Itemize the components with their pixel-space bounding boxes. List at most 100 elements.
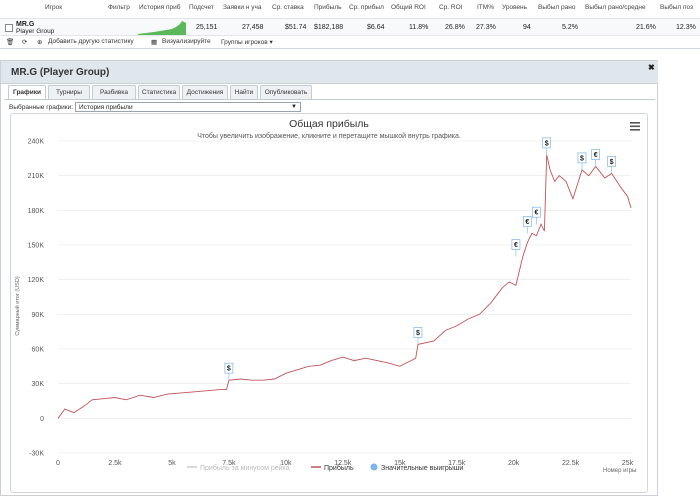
x-tick-label: 15k [394,460,406,467]
big-win-marker: $ [542,137,552,155]
player-name-link[interactable]: MR.G [16,21,35,28]
delete-icon[interactable]: 🗑 [6,39,15,46]
big-win-label: $ [580,155,584,162]
plus-icon[interactable]: ⊕ [37,39,43,46]
chart-container[interactable]: Общая прибыль Чтобы увеличить изображени… [10,113,648,493]
header-history[interactable]: История приб [139,4,181,11]
big-win-flag [577,152,587,164]
chart-selector[interactable]: История прибыли ▼ [75,102,301,112]
y-tick-label: 240K [28,139,45,146]
x-axis-label: Номер игры [603,468,636,474]
big-win-flag [413,327,423,338]
big-win-label: € [594,152,598,159]
chart-title: Общая прибыль [289,118,369,130]
y-tick-label: 30K [32,381,45,388]
big-win-label: $ [610,159,614,166]
header-avg-roi[interactable]: Ср. ROI [439,4,463,11]
x-tick-label: 7.5k [222,460,236,467]
header-late[interactable]: Выбыл поз [660,4,694,11]
header-total-roi[interactable]: Общий ROI [391,4,426,11]
chevron-down-icon: ▼ [291,104,297,110]
legend-item-rake[interactable]: Прибыль за минусом рейка [200,464,290,472]
chart-legend: Прибыль за минусом рейка Прибыль Значите… [187,463,463,472]
profit-chart[interactable]: Общая прибыль Чтобы увеличить изображени… [11,114,647,492]
cell-avg-profit: $6.64 [367,24,385,31]
player-groups-menu[interactable]: Группы игроков ▾ [221,39,273,46]
player-group: Player Group [16,28,55,35]
header-itm[interactable]: ITM% [477,4,494,11]
dialog-titlebar[interactable]: MR.G (Player Group) [1,61,658,84]
visualize-button[interactable]: Визуализируйте [162,38,211,45]
big-win-marker: € [522,216,532,234]
big-win-marker: € [532,206,541,225]
dialog-title: MR.G (Player Group) [11,67,110,78]
big-win-flag [591,149,601,160]
x-tick-label: 5k [168,460,176,467]
y-tick-label: 90K [32,312,45,319]
big-win-marker: $ [413,327,423,345]
chart-icon[interactable]: ▦ [151,39,158,46]
tab-breakdown[interactable]: Разбивка [92,85,136,99]
legend-item-big-wins[interactable]: Значительные выигрыши [381,465,463,472]
big-win-marker: € [591,149,601,167]
x-tick-label: 0 [56,460,60,467]
header-entries[interactable]: Заявки н уча [223,4,262,11]
x-tick-label: 25k [622,460,634,467]
header-level[interactable]: Уровень [502,4,528,11]
add-stat-button[interactable]: Добавить другую статистику [48,38,134,45]
cell-late: 12.3% [676,24,696,31]
player-dialog: MR.G (Player Group) ✖ Графики Турниры Ра… [0,60,658,496]
grid [58,140,631,454]
header-profit[interactable]: Прибыль [314,4,342,11]
big-win-marker: $ [577,152,587,170]
header-avg-stake[interactable]: Ср. ставка [272,4,304,11]
big-win-label: $ [545,140,549,147]
cell-entries: 27,458 [242,24,264,31]
tab-achievements[interactable]: Достижения [182,85,228,99]
tab-charts[interactable]: Графики [8,85,46,99]
big-win-label: € [514,242,518,249]
profit-sparkline[interactable] [138,20,186,35]
tab-tournaments[interactable]: Турниры [48,85,90,99]
big-win-label: € [534,210,538,217]
close-icon[interactable]: ✖ [648,63,655,72]
header-avg-profit[interactable]: Ср. прибыл [349,4,384,11]
y-tick-label: 180K [28,208,45,215]
row-checkbox[interactable] [5,24,13,32]
header-filter[interactable]: Фильтр [108,4,130,11]
y-tick-label: -30K [29,451,44,458]
stats-table: Игрок Фильтр История приб Подсчет Заявки… [0,0,700,49]
x-ticks: 0 2.5k 5k 7.5k 10k 12.5k 15k 17.5k 20k 22.5k 25k [56,460,634,467]
big-win-flag [607,156,616,167]
big-win-marker: $ [224,362,234,381]
tab-find[interactable]: Найти [230,85,258,99]
tab-publish[interactable]: Опубликовать [260,85,312,99]
big-win-flag [511,239,521,250]
y-tick-label: 210K [28,173,45,180]
dialog-tabs: Графики Турниры Разбивка Статистика Дост… [8,85,648,99]
table-row[interactable]: MR.G Player Group 25,151 27,458 $51.74 $… [0,18,700,36]
big-wins-markers: $ $ € € € $ $ € $ [224,137,616,381]
legend-item-profit[interactable]: Прибыль [324,464,354,472]
big-win-label: € [525,219,529,226]
header-early-mid[interactable]: Выбыл рано/средне [585,4,646,11]
tab-statistics[interactable]: Статистика [138,85,180,99]
cell-early-mid: 21.6% [636,24,656,31]
y-tick-label: 120K [28,277,45,284]
header-count[interactable]: Подсчет [189,4,214,11]
y-tick-label: 150K [28,243,45,250]
cell-count: 25,151 [196,24,218,31]
big-win-flag [532,206,541,218]
cell-itm: 27.3% [476,24,496,31]
big-win-flag [542,137,552,149]
cell-profit: $182,188 [314,24,344,31]
x-tick-label: 20k [508,460,520,467]
x-tick-label: 17.5k [448,460,466,467]
menu-icon[interactable] [630,122,640,131]
cell-avg-roi: 26.8% [445,24,465,31]
refresh-icon[interactable]: ⟳ [22,39,28,46]
cell-level: 94 [523,24,531,31]
legend-wins-swatch [370,463,378,471]
header-early[interactable]: Выбыл рано [538,4,576,11]
header-player[interactable]: Игрок [45,4,63,11]
